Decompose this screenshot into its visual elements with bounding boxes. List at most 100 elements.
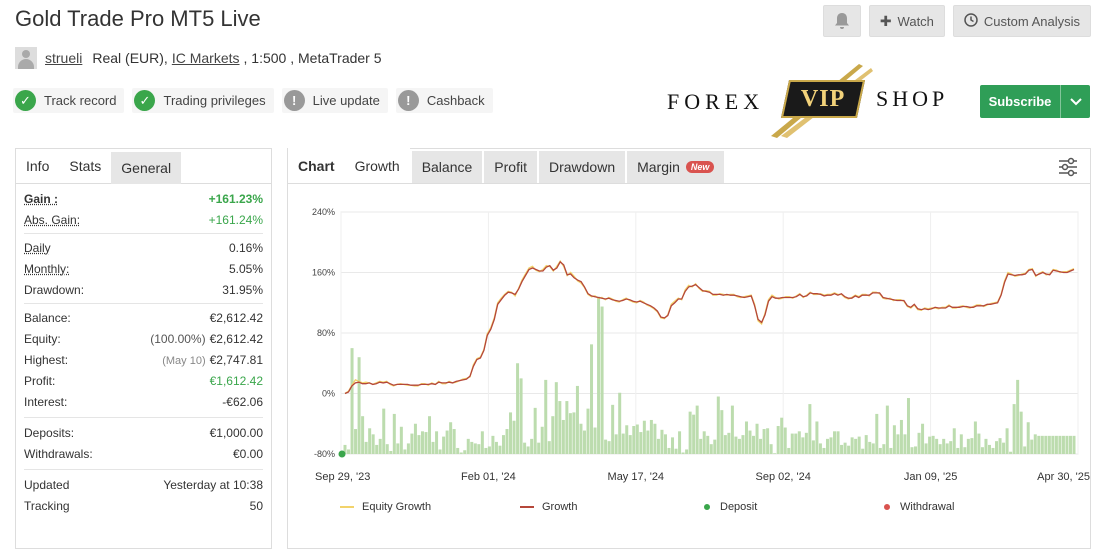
profit-bar [428,416,432,454]
profit-bar [614,434,618,454]
stat-daily: Daily 0.16% [24,237,263,258]
legend-growth[interactable]: Growth [520,501,577,513]
subscribe-button[interactable]: Subscribe [980,85,1090,118]
profit-bar [413,423,417,454]
y-tick-label: 80% [317,328,335,338]
exclamation-icon: ! [397,90,419,111]
stats-panel: Info Stats General Gain : +161.23% Abs. … [15,148,272,549]
divider [24,233,263,234]
stat-label: Updated [24,477,70,492]
profit-bar [547,441,551,454]
tab-general[interactable]: General [111,152,182,184]
chart-settings-icon[interactable] [1058,157,1078,177]
profit-bar [590,344,594,454]
badge-live-update[interactable]: ! Live update [281,88,388,113]
stat-interest: Interest: -€62.06 [24,391,263,412]
stat-value: €1,000.00 [209,425,263,440]
bell-icon [834,13,849,29]
badge-cashback[interactable]: ! Cashback [395,88,493,113]
profit-bar [656,438,660,454]
profit-bar [1026,422,1030,454]
profit-bar [928,436,932,454]
username-link[interactable]: strueli [45,50,83,66]
profit-bar [818,443,822,454]
profit-bar [769,444,773,454]
tab-margin[interactable]: Margin New [627,151,725,183]
profit-bar [864,435,868,454]
profit-bar [995,441,999,454]
tab-info[interactable]: Info [16,149,60,183]
custom-analysis-button[interactable]: Custom Analysis [952,5,1091,37]
profit-bar [744,421,748,454]
legend-withdrawal[interactable]: Withdrawal [884,501,954,513]
tab-profit[interactable]: Profit [484,151,537,183]
profit-bar [959,434,963,454]
profit-bar [667,447,671,454]
profit-bar [459,452,463,454]
profit-bar [914,446,918,454]
legend-line [340,506,354,508]
account-info: strueli Real (EUR), IC Markets , 1:500 ,… [15,47,382,69]
stat-value: €0.00 [232,446,263,461]
profit-bar [737,438,741,454]
profit-bar [544,379,548,454]
tab-drawdown[interactable]: Drawdown [538,151,626,183]
broker-link[interactable]: IC Markets [171,50,240,66]
profit-bar [713,439,717,454]
stat-abs-gain: Abs. Gain: +161.24% [24,209,263,230]
subscribe-dropdown[interactable] [1060,85,1090,118]
y-tick-label: 0% [322,389,335,399]
stat-value: 31.95% [222,282,263,297]
stat-label[interactable]: Abs. Gain: [24,212,81,227]
profit-bar [1068,435,1072,454]
profit-bar [875,413,879,454]
profit-bar [931,435,935,454]
stat-balance: Balance: €2,612.42 [24,307,263,328]
stat-label: Drawdown: [24,282,85,297]
profit-bar [1016,379,1020,454]
tab-growth[interactable]: Growth [344,148,410,183]
profit-bar [509,412,513,454]
page-title: Gold Trade Pro MT5 Live [15,6,261,31]
profit-bar [533,407,537,454]
profit-bar [618,392,622,454]
divider [24,469,263,470]
profit-bar [410,433,414,454]
profit-bar [1030,439,1034,454]
legend-deposit[interactable]: Deposit [704,501,757,513]
profit-bar [723,435,727,454]
profit-bar [878,447,882,454]
x-tick-label: May 17, '24 [608,471,665,483]
profit-bar [530,438,534,454]
profit-bar [868,441,872,454]
y-tick-label: 160% [312,268,335,278]
avatar[interactable] [15,47,37,69]
profit-bar [836,431,840,454]
stat-label[interactable]: Daily [24,240,51,255]
stat-label[interactable]: Gain : [24,191,59,206]
profit-bar [382,408,386,454]
profit-bar [987,444,991,454]
profit-bar [840,444,844,454]
badge-trading-privileges[interactable]: ✓ Trading privileges [132,88,274,113]
profit-bar [843,442,847,454]
badge-track-record[interactable]: ✓ Track record [13,88,125,113]
tab-balance[interactable]: Balance [411,151,483,183]
profit-bar [847,445,851,454]
legend-line [520,506,534,508]
notify-button[interactable] [822,5,861,37]
profit-bar [924,443,928,454]
stat-deposits: Deposits: €1,000.00 [24,422,263,443]
stat-label[interactable]: Monthly: [24,261,70,276]
profit-bar [456,447,460,454]
profit-bar [368,428,372,454]
stat-tracking: Tracking 50 [24,495,263,516]
profit-bar [403,449,407,454]
check-icon: ✓ [15,90,36,111]
profit-bar [906,398,910,454]
legend-equity-growth[interactable]: Equity Growth [340,501,431,513]
profit-bar [935,438,939,454]
tab-stats[interactable]: Stats [59,149,112,183]
profit-bar [477,444,481,454]
watch-button[interactable]: ✚ Watch [868,5,945,37]
